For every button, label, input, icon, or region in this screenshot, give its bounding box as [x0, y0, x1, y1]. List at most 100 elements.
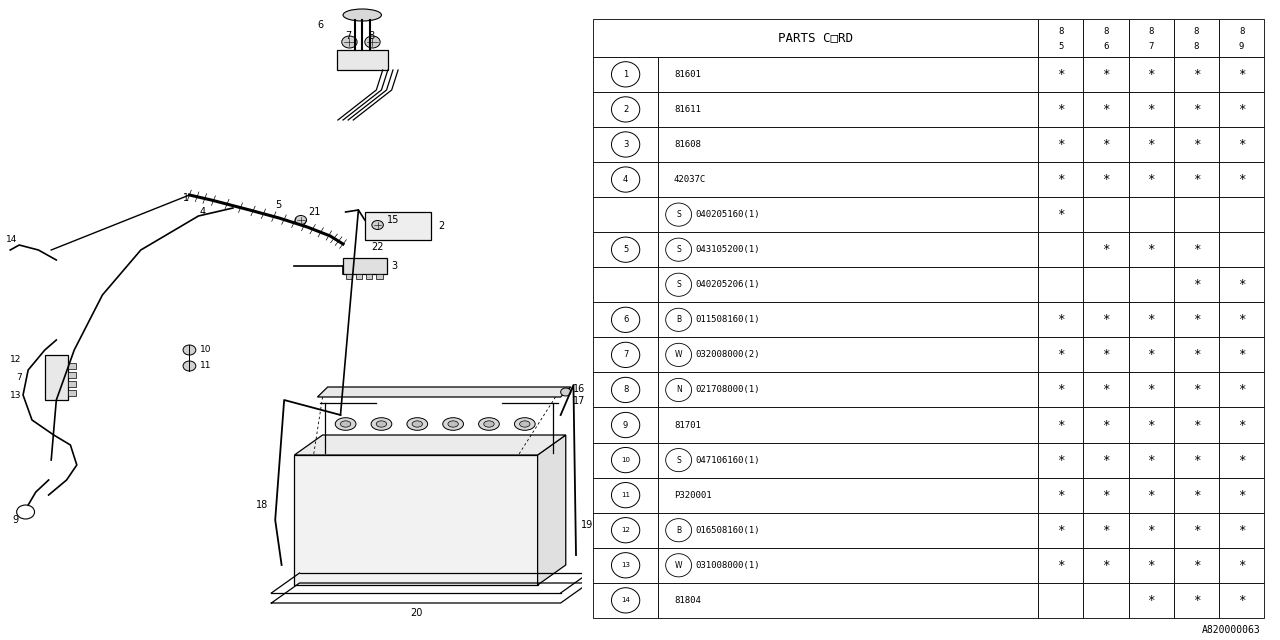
Bar [1083, 337, 1129, 372]
Text: *: * [1057, 173, 1065, 186]
Bar [1038, 268, 1083, 302]
Ellipse shape [343, 9, 381, 21]
Text: 021708000(1): 021708000(1) [695, 385, 759, 394]
Text: 81601: 81601 [673, 70, 700, 79]
Text: *: * [1238, 103, 1245, 116]
Bar [658, 477, 1038, 513]
Text: 20: 20 [410, 608, 422, 618]
Ellipse shape [520, 421, 530, 427]
Bar [658, 302, 1038, 337]
Bar [1038, 162, 1083, 197]
Text: 7: 7 [1148, 42, 1153, 51]
Text: *: * [1238, 173, 1245, 186]
Text: *: * [1193, 454, 1201, 467]
Text: 11: 11 [200, 362, 211, 371]
Text: *: * [1193, 173, 1201, 186]
Bar [658, 548, 1038, 583]
Text: *: * [1193, 243, 1201, 256]
Bar [1219, 513, 1265, 548]
Text: 8: 8 [1194, 26, 1199, 36]
Text: 9: 9 [1239, 42, 1244, 51]
Bar [1129, 372, 1174, 408]
Text: *: * [1147, 243, 1155, 256]
Text: *: * [1147, 314, 1155, 326]
Bar [1038, 513, 1083, 548]
Text: 8: 8 [1148, 26, 1153, 36]
Bar [593, 548, 658, 583]
Text: *: * [1057, 208, 1065, 221]
Text: *: * [1193, 524, 1201, 537]
Bar [1083, 19, 1129, 57]
Text: *: * [1057, 419, 1065, 431]
Bar [593, 372, 658, 408]
Text: *: * [1057, 138, 1065, 151]
Bar [1219, 127, 1265, 162]
Bar [1129, 162, 1174, 197]
Text: *: * [1193, 419, 1201, 431]
Bar [1219, 408, 1265, 442]
Text: 2: 2 [438, 221, 444, 231]
Bar [658, 408, 1038, 442]
Bar [1083, 442, 1129, 477]
Text: S: S [676, 210, 681, 219]
Ellipse shape [479, 418, 499, 430]
Text: 15: 15 [387, 215, 399, 225]
Bar [1129, 442, 1174, 477]
Bar [1038, 19, 1083, 57]
Text: 14: 14 [621, 597, 630, 604]
Bar [356, 274, 362, 279]
Bar [1038, 197, 1083, 232]
Ellipse shape [371, 418, 392, 430]
Circle shape [183, 361, 196, 371]
Text: 031008000(1): 031008000(1) [695, 561, 759, 570]
Bar [658, 372, 1038, 408]
Bar [593, 197, 658, 232]
Text: 7: 7 [17, 374, 22, 383]
Bar [1038, 372, 1083, 408]
Text: S: S [676, 245, 681, 254]
Text: *: * [1193, 383, 1201, 396]
Bar [1174, 477, 1219, 513]
Bar [593, 477, 658, 513]
Bar [1083, 268, 1129, 302]
Bar [1038, 548, 1083, 583]
Bar [1129, 408, 1174, 442]
Text: *: * [1238, 138, 1245, 151]
Bar [658, 442, 1038, 477]
Text: 8: 8 [623, 385, 628, 394]
Text: 040205206(1): 040205206(1) [695, 280, 759, 289]
Text: *: * [1238, 419, 1245, 431]
Bar [1038, 127, 1083, 162]
Circle shape [561, 388, 571, 396]
Text: *: * [1193, 314, 1201, 326]
Bar [1219, 337, 1265, 372]
Bar [1083, 92, 1129, 127]
Text: 12: 12 [10, 355, 22, 365]
Text: *: * [1102, 103, 1110, 116]
Bar [1219, 19, 1265, 57]
Text: *: * [1057, 103, 1065, 116]
Bar [1083, 548, 1129, 583]
Text: 032008000(2): 032008000(2) [695, 350, 759, 360]
Bar [1174, 408, 1219, 442]
Text: *: * [1147, 138, 1155, 151]
Bar [593, 92, 658, 127]
Bar [593, 337, 658, 372]
Text: *: * [1057, 559, 1065, 572]
Bar [1174, 337, 1219, 372]
Text: *: * [1238, 489, 1245, 502]
Text: 17: 17 [573, 396, 586, 406]
Text: *: * [1238, 594, 1245, 607]
Text: 6: 6 [623, 316, 628, 324]
Text: 19: 19 [581, 520, 594, 530]
Text: 3: 3 [623, 140, 628, 149]
Bar [1083, 408, 1129, 442]
Bar [1038, 92, 1083, 127]
Bar [1083, 477, 1129, 513]
Text: *: * [1193, 348, 1201, 362]
Text: *: * [1147, 489, 1155, 502]
Polygon shape [538, 435, 566, 585]
Ellipse shape [376, 421, 387, 427]
Bar [593, 583, 658, 618]
Bar [1219, 197, 1265, 232]
